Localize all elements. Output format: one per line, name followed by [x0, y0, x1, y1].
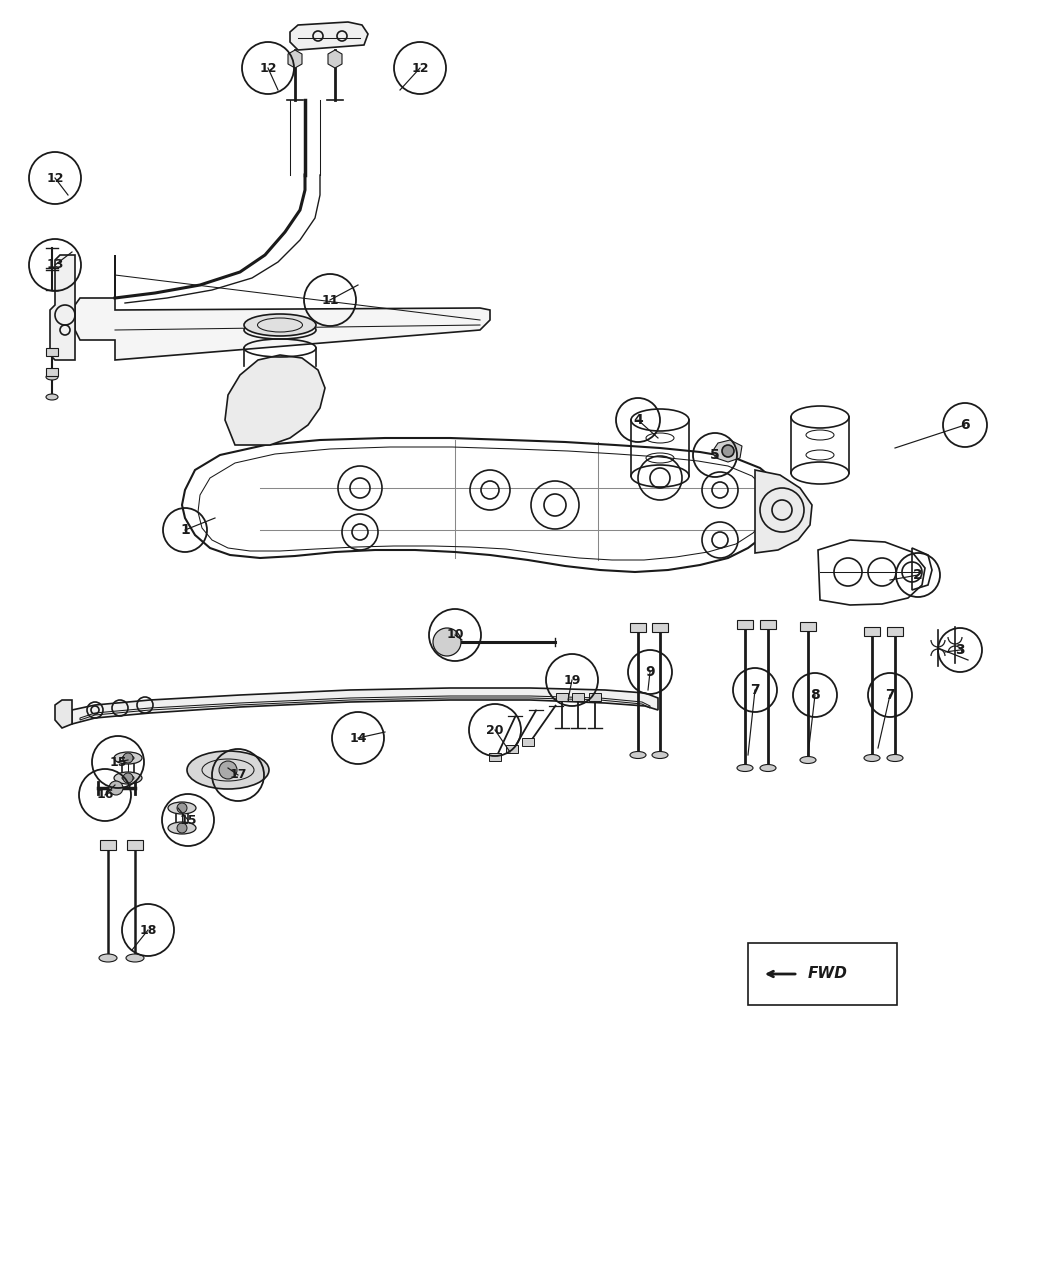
Polygon shape [712, 440, 742, 462]
Text: 7: 7 [885, 688, 895, 703]
FancyBboxPatch shape [887, 627, 903, 636]
Ellipse shape [46, 394, 58, 400]
FancyBboxPatch shape [652, 623, 668, 632]
FancyBboxPatch shape [556, 694, 568, 701]
Text: 11: 11 [321, 293, 339, 306]
Text: 16: 16 [97, 788, 113, 802]
Text: 18: 18 [140, 923, 156, 937]
Text: 13: 13 [46, 259, 64, 272]
Text: 15: 15 [180, 813, 196, 826]
Ellipse shape [630, 751, 646, 759]
Ellipse shape [760, 765, 776, 771]
FancyBboxPatch shape [737, 620, 753, 629]
FancyBboxPatch shape [800, 622, 816, 631]
Circle shape [123, 754, 133, 762]
Polygon shape [755, 470, 812, 553]
Circle shape [219, 761, 237, 779]
Polygon shape [328, 50, 342, 68]
Polygon shape [55, 700, 72, 728]
Text: 1: 1 [181, 523, 190, 537]
Ellipse shape [800, 756, 816, 764]
FancyBboxPatch shape [630, 623, 646, 632]
Ellipse shape [168, 822, 196, 834]
Ellipse shape [99, 954, 117, 963]
Text: 12: 12 [412, 61, 428, 74]
Text: 19: 19 [563, 673, 581, 686]
Text: FWD: FWD [808, 966, 848, 982]
Polygon shape [72, 688, 658, 724]
Text: 10: 10 [446, 629, 464, 641]
FancyBboxPatch shape [589, 694, 601, 701]
FancyBboxPatch shape [506, 745, 518, 754]
FancyBboxPatch shape [127, 840, 143, 850]
Ellipse shape [652, 751, 668, 759]
Text: 3: 3 [956, 643, 965, 657]
Text: 17: 17 [229, 769, 247, 782]
Polygon shape [225, 354, 326, 445]
FancyBboxPatch shape [489, 754, 501, 761]
Circle shape [722, 445, 734, 456]
FancyBboxPatch shape [46, 368, 58, 376]
Polygon shape [290, 22, 367, 50]
Ellipse shape [244, 314, 316, 337]
Circle shape [177, 822, 187, 833]
Text: 2: 2 [914, 567, 923, 581]
Text: 12: 12 [46, 172, 64, 185]
Circle shape [109, 782, 123, 796]
Ellipse shape [737, 765, 753, 771]
Ellipse shape [864, 755, 880, 761]
Ellipse shape [46, 374, 58, 380]
Ellipse shape [114, 752, 142, 764]
Ellipse shape [887, 755, 903, 761]
Polygon shape [50, 255, 75, 360]
Text: 6: 6 [960, 418, 970, 432]
Circle shape [433, 629, 461, 657]
Ellipse shape [114, 771, 142, 784]
FancyBboxPatch shape [760, 620, 776, 629]
Circle shape [123, 773, 133, 783]
Text: 12: 12 [259, 61, 277, 74]
Polygon shape [75, 255, 490, 360]
Text: 15: 15 [109, 756, 127, 769]
Text: 14: 14 [350, 732, 366, 745]
Ellipse shape [168, 802, 196, 813]
FancyBboxPatch shape [522, 738, 534, 746]
FancyBboxPatch shape [864, 627, 880, 636]
Text: 4: 4 [633, 413, 643, 427]
FancyBboxPatch shape [46, 348, 58, 356]
Text: 8: 8 [811, 688, 820, 703]
Text: 5: 5 [710, 448, 720, 462]
Text: 7: 7 [750, 683, 760, 697]
FancyBboxPatch shape [100, 840, 116, 850]
Polygon shape [288, 50, 302, 68]
FancyBboxPatch shape [572, 694, 584, 701]
Text: 9: 9 [645, 666, 655, 680]
Text: 20: 20 [486, 723, 504, 737]
Circle shape [177, 803, 187, 813]
Ellipse shape [187, 751, 269, 789]
Ellipse shape [126, 954, 144, 963]
